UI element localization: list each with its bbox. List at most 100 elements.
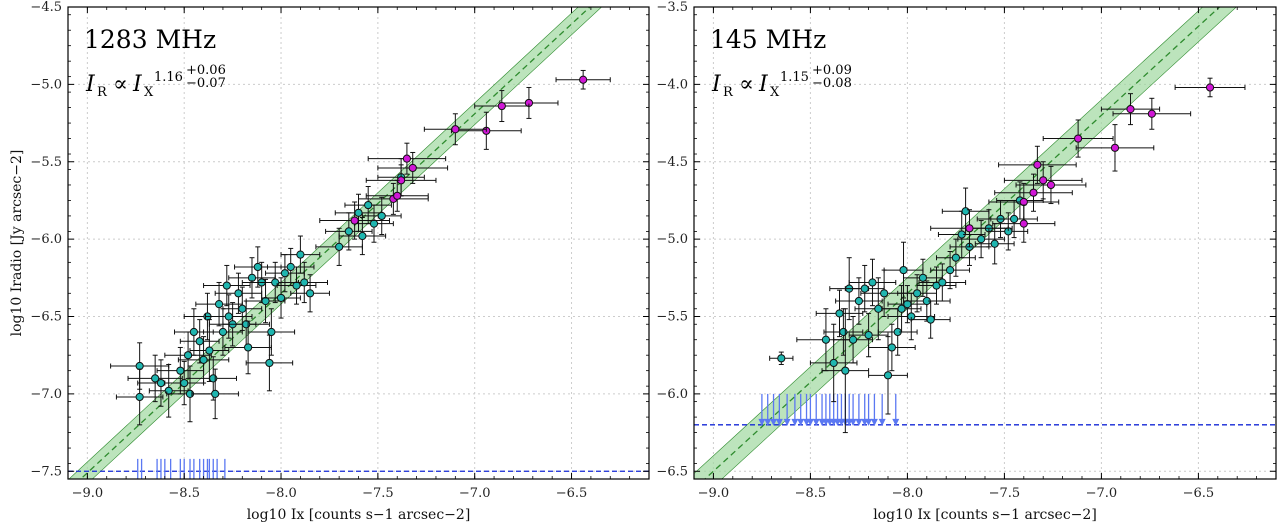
panel-145-mhz: −9.0 −8.5 −8.0 −7.5 −7.0 −6.5 −6.5 −6.0 −5.5 −5.0… [656, 0, 1277, 523]
data-point-magenta [1100, 93, 1161, 126]
data-point-cyan-marker [276, 293, 286, 303]
data-point-cyan-marker [990, 239, 999, 248]
panel-1283-mhz: −9.0 −8.5 −8.0 −7.5 −7.0 −6.5 −7.5 −7.0 −6.5 −6.0… [9, 0, 650, 523]
data-point-cyan-marker [903, 300, 912, 309]
data-point-cyan-marker [244, 343, 253, 352]
data-point-magenta [1015, 165, 1087, 205]
data-point-cyan-marker [897, 304, 906, 313]
upper-limit-head [206, 484, 213, 491]
upper-limit-head [221, 484, 228, 491]
y-tick-label: −4.5 [30, 0, 62, 15]
relation-lhs: I [711, 72, 722, 97]
plot-area [68, 7, 649, 491]
data-point-cyan [796, 308, 856, 372]
data-point-magenta-marker [1046, 180, 1056, 190]
data-point-cyan-marker [938, 278, 947, 287]
x-tick-label: −7.0 [1086, 486, 1118, 501]
data-point-cyan-marker [164, 386, 173, 395]
data-point-cyan [280, 261, 329, 304]
relation-lhs-sub: R [97, 85, 108, 100]
data-point-cyan-marker [156, 378, 166, 388]
data-point-cyan [815, 289, 864, 338]
data-point-cyan-marker [335, 242, 344, 251]
y-tick-label: −6.0 [656, 387, 688, 402]
data-point-magenta-marker [350, 216, 359, 225]
data-point-cyan [203, 264, 251, 307]
relation-rhs-sub: X [144, 85, 154, 100]
data-point-cyan-marker [195, 337, 204, 346]
data-point-cyan [988, 212, 1029, 251]
data-point-magenta [377, 151, 449, 184]
data-point-magenta-marker [1019, 219, 1028, 228]
relation-error-minus: −0.07 [186, 76, 226, 91]
relation-symbol: ∝ [113, 72, 128, 97]
data-point-cyan-marker [267, 327, 276, 337]
data-point-cyan-marker [854, 296, 864, 306]
data-point-cyan-marker [238, 304, 247, 313]
data-point-cyan-marker [280, 269, 290, 278]
upper-limit-head [849, 418, 857, 426]
upper-limit-arrow [806, 393, 814, 426]
data-point-magenta [998, 145, 1077, 184]
upper-limit-arrow [140, 458, 143, 479]
data-point-cyan-marker [926, 315, 935, 324]
relation-error-plus: +0.09 [812, 63, 852, 78]
data-point-cyan [848, 258, 897, 307]
data-point-magenta-marker [1126, 105, 1135, 114]
upper-limit-arrow [164, 458, 166, 479]
data-point-cyan-marker [977, 235, 986, 244]
upper-limit-arrow [758, 393, 766, 426]
upper-limit-arrow [775, 393, 783, 426]
upper-limit-arrow [156, 458, 158, 479]
data-point-cyan [821, 308, 870, 434]
y-axis-label: log10 Iradio [Jy arcsec−2] [9, 150, 25, 337]
x-tick-label: −8.0 [265, 486, 297, 501]
data-point-magenta-marker [1029, 188, 1038, 197]
data-point-cyan-marker [189, 327, 198, 337]
data-point-cyan-marker [951, 253, 961, 262]
data-point-cyan [833, 316, 873, 364]
data-point-cyan-marker [864, 330, 873, 340]
data-point-magenta [319, 201, 390, 240]
upper-limit-arrow [878, 393, 886, 426]
data-point-magenta [1174, 77, 1246, 98]
upper-limit-arrow [791, 393, 799, 426]
data-point-cyan [957, 220, 1005, 259]
upper-limit-head [892, 418, 900, 426]
y-tick-label: −7.0 [30, 387, 62, 402]
data-point-magenta-marker [1205, 83, 1215, 92]
upper-limit-head [200, 484, 207, 491]
y-tick-label: −5.5 [30, 155, 62, 170]
upper-limit-head [764, 418, 772, 426]
relation-lhs: I [85, 72, 96, 97]
upper-limit-arrow [797, 393, 805, 426]
upper-limit-head [865, 418, 873, 426]
data-point-cyan-marker [234, 289, 243, 298]
data-point-cyan-marker [777, 354, 786, 363]
data-point-cyan-marker [176, 366, 185, 375]
data-point-magenta [1075, 124, 1155, 172]
data-point-cyan-marker [364, 200, 373, 210]
relation-error-plus: +0.06 [186, 63, 226, 78]
x-axis-label: log10 Ix [counts s−1 arcsec−2] [247, 507, 471, 523]
data-point-cyan-marker [354, 208, 363, 217]
data-point-cyan-marker [868, 278, 877, 287]
data-point-cyan-marker [296, 250, 305, 259]
upper-limit-head [812, 418, 820, 426]
data-point-cyan-marker [211, 389, 220, 398]
data-point-magenta [1112, 97, 1192, 130]
data-point-cyan-marker [300, 278, 309, 287]
data-point-cyan-marker [839, 327, 848, 337]
y-tick-label: −3.5 [656, 0, 688, 15]
data-point-magenta [992, 204, 1056, 243]
data-point-cyan-marker [874, 304, 883, 313]
plot-area [694, 7, 1276, 479]
data-point-magenta [423, 113, 487, 146]
data-point-cyan [809, 323, 858, 403]
upper-limit-arrow [783, 393, 791, 426]
upper-limit-arrow [179, 458, 181, 479]
data-point-cyan [916, 266, 957, 305]
data-point-cyan-marker [199, 355, 208, 364]
data-point-cyan [868, 336, 908, 415]
panel-title: 1283 MHz [84, 25, 216, 54]
